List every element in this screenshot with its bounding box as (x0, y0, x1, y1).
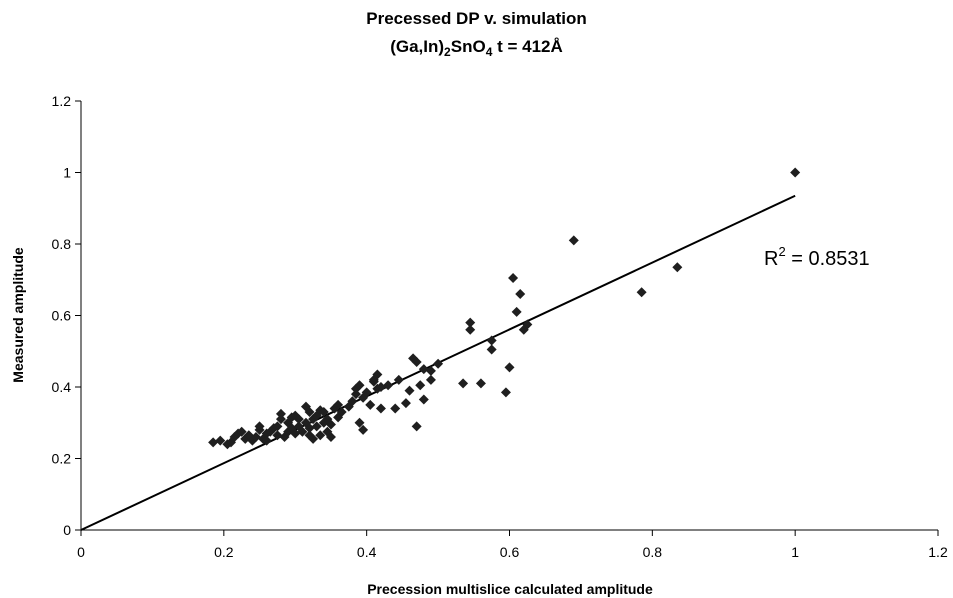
data-point (358, 424, 369, 435)
data-point (236, 426, 247, 437)
data-point (458, 378, 469, 389)
data-point (404, 385, 415, 396)
x-tick-label: 1.2 (928, 544, 948, 560)
data-point (418, 364, 429, 375)
data-point (418, 394, 429, 405)
data-point (465, 324, 476, 335)
data-point (411, 356, 422, 367)
data-point (208, 437, 219, 448)
data-point (411, 421, 422, 432)
y-tick-label: 0.6 (52, 308, 72, 324)
data-point (293, 414, 304, 425)
y-tick-label: 0.4 (52, 379, 72, 395)
data-point (500, 387, 511, 398)
data-point (354, 380, 365, 391)
subtitle-text: SnO (450, 37, 486, 56)
data-point (347, 396, 358, 407)
data-point (375, 403, 386, 414)
r-squared-value: = 0.8531 (786, 248, 870, 270)
data-point (515, 289, 526, 300)
y-tick-label: 1.2 (52, 93, 72, 109)
data-point (486, 335, 497, 346)
data-points (208, 167, 801, 450)
x-axis-title: Precession multislice calculated amplitu… (367, 581, 653, 597)
y-tick-label: 0.8 (52, 236, 72, 252)
x-tick-label: 0.2 (214, 544, 234, 560)
data-point (636, 287, 647, 298)
data-point (372, 369, 383, 380)
data-point (465, 317, 476, 328)
data-point (511, 306, 522, 317)
data-point (318, 407, 329, 418)
data-point (325, 432, 336, 443)
data-point (275, 414, 286, 425)
x-tick-label: 0.4 (357, 544, 377, 560)
data-point (365, 399, 376, 410)
data-point (504, 362, 515, 373)
x-tick-label: 1 (791, 544, 799, 560)
y-tick-label: 0 (63, 522, 71, 538)
y-tick-label: 1 (63, 165, 71, 181)
data-point (361, 387, 372, 398)
data-point (522, 319, 533, 330)
data-point (272, 421, 283, 432)
data-point (354, 417, 365, 428)
x-tick-label: 0 (77, 544, 85, 560)
subtitle-subscript: 2 (444, 45, 451, 59)
x-tick-label: 0.8 (643, 544, 663, 560)
data-point (254, 421, 265, 432)
data-point (325, 419, 336, 430)
data-point (290, 428, 301, 439)
data-point (425, 374, 436, 385)
data-point (383, 380, 394, 391)
data-point (433, 358, 444, 369)
data-point (425, 365, 436, 376)
data-point (297, 426, 308, 437)
data-point (568, 235, 579, 246)
data-point (350, 389, 361, 400)
chart-subtitle: (Ga,In)2SnO4 t = 412Å (0, 37, 953, 59)
data-point (333, 399, 344, 410)
data-point (390, 403, 401, 414)
data-point (304, 407, 315, 418)
data-point (275, 408, 286, 419)
data-point (508, 272, 519, 283)
data-point (215, 435, 226, 446)
r-squared-label: R2 = 0.8531 (764, 244, 870, 270)
r-squared-superscript: 2 (778, 244, 785, 259)
data-point (400, 398, 411, 409)
data-point (393, 374, 404, 385)
data-point (311, 421, 322, 432)
data-point (261, 435, 272, 446)
data-point (315, 430, 326, 441)
data-point (486, 344, 497, 355)
data-point (375, 382, 386, 392)
x-tick-label: 0.6 (500, 544, 520, 560)
data-point (415, 380, 426, 391)
data-point (475, 378, 486, 389)
data-point (304, 423, 315, 434)
data-point (272, 430, 283, 441)
subtitle-text: (Ga,In) (390, 37, 445, 56)
data-point (308, 433, 319, 444)
y-tick-label: 0.2 (52, 451, 72, 467)
axes: 0 0.2 0.4 0.6 0.8 1 1.2 0 0.2 0.4 0.6 0.8 1 1.2 (52, 93, 948, 560)
subtitle-text: t = 412Å (492, 37, 563, 56)
chart-title: Precessed DP v. simulation (366, 9, 587, 28)
data-point (790, 167, 801, 178)
subtitle-subscript: 4 (485, 45, 493, 59)
y-axis-title: Measured amplitude (10, 247, 26, 383)
data-point (672, 262, 683, 273)
r-squared-prefix: R (764, 248, 778, 270)
data-point (250, 432, 261, 443)
data-point (336, 407, 347, 418)
